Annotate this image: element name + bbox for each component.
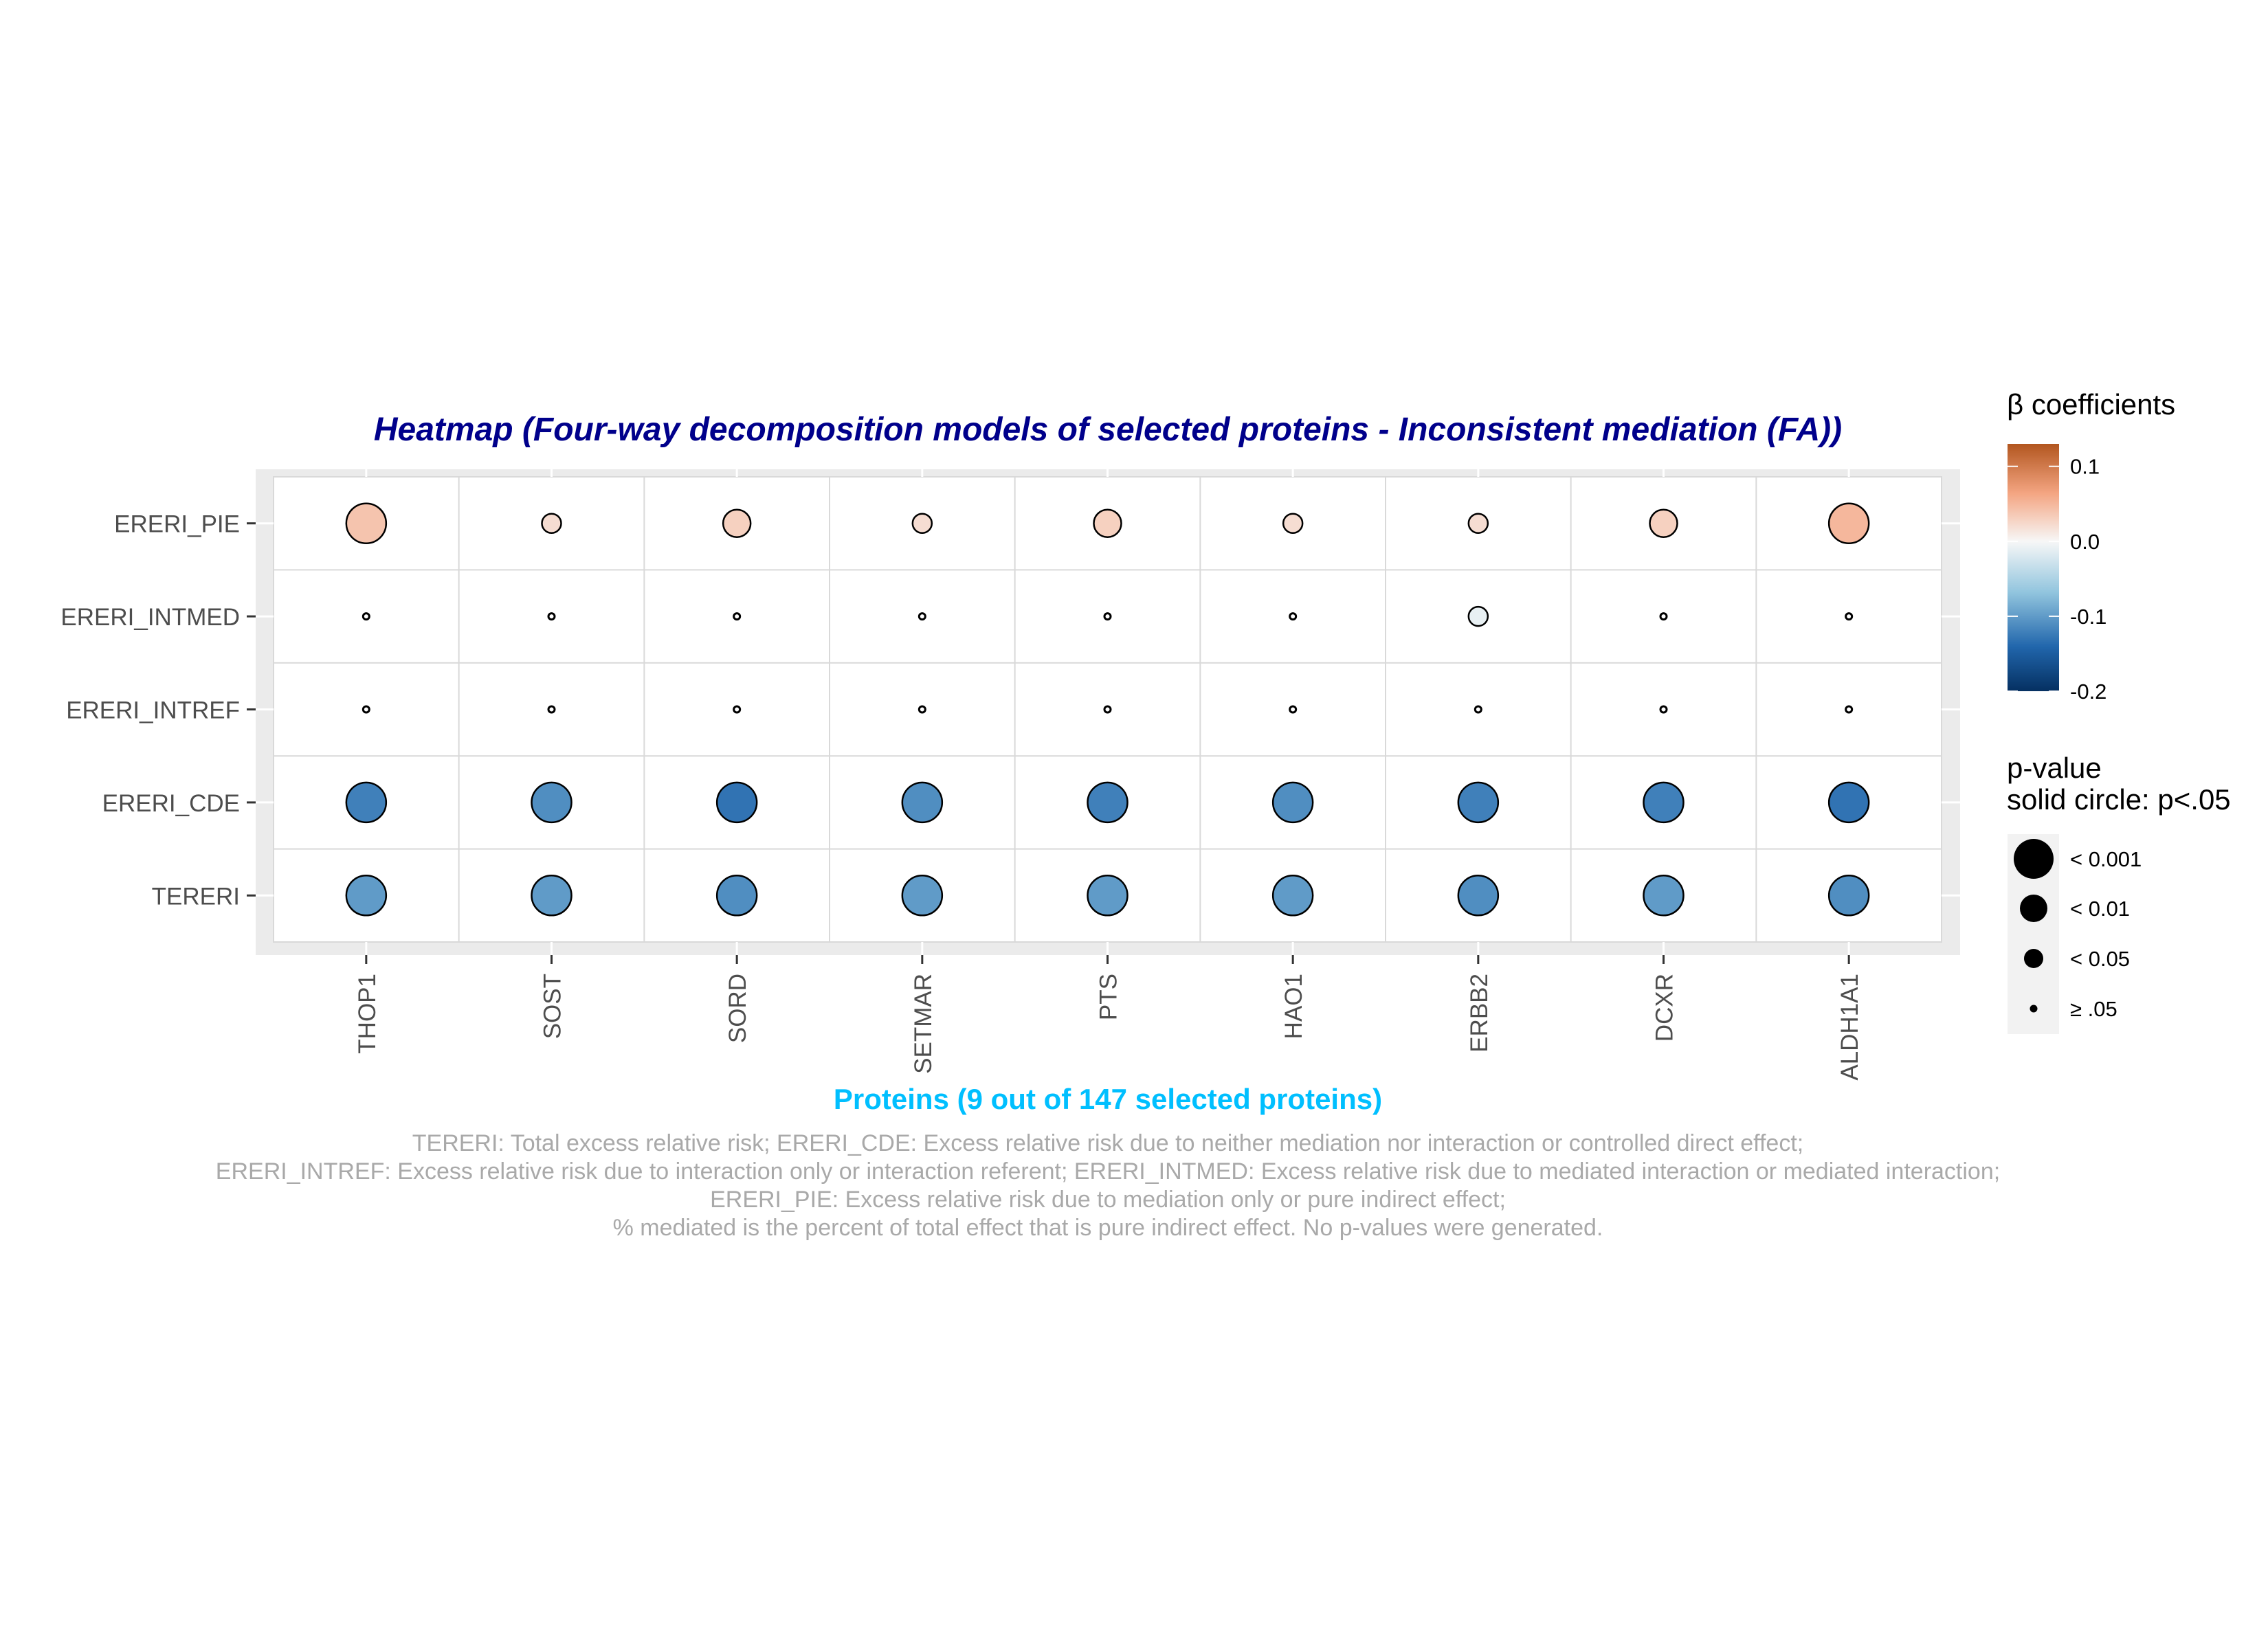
caption-line: TERERI: Total excess relative risk; ERER… (412, 1130, 1803, 1156)
data-point (918, 612, 926, 621)
size-legend-key (2030, 1005, 2038, 1013)
size-legend-key (2024, 949, 2043, 968)
data-point (1271, 781, 1314, 824)
y-tick-label: ERERI_INTMED (60, 604, 240, 631)
x-tick-label: ALDH1A1 (1836, 974, 1863, 1081)
data-point (1845, 612, 1854, 621)
data-point (1827, 502, 1870, 544)
data-point (918, 705, 926, 714)
data-point (1103, 705, 1112, 714)
chart-title: Heatmap (Four-way decomposition models o… (374, 412, 1842, 448)
color-legend-label: 0.0 (2070, 530, 2100, 554)
color-legend-label: -0.1 (2070, 605, 2106, 629)
data-point (1649, 508, 1678, 538)
data-point (1093, 508, 1122, 538)
data-point (1827, 875, 1870, 917)
data-point (547, 612, 556, 621)
caption-line: % mediated is the percent of total effec… (613, 1215, 1603, 1241)
caption-line: ERERI_INTREF: Excess relative risk due t… (216, 1158, 2000, 1185)
data-point (1103, 612, 1112, 621)
data-point (1289, 705, 1298, 714)
data-point (531, 875, 572, 917)
data-point (901, 781, 944, 824)
x-tick-label: ERBB2 (1466, 974, 1493, 1053)
data-point (1457, 781, 1500, 824)
y-axis: ERERI_PIE ERERI_INTMED ERERI_INTREF ERERI_C… (60, 511, 256, 910)
data-point (541, 513, 562, 534)
data-point (1087, 875, 1129, 917)
x-axis-label: Proteins (9 out of 147 selected proteins… (834, 1083, 1382, 1115)
data-point (715, 875, 758, 917)
size-legend-title-line: solid circle: p<.05 (2007, 783, 2231, 816)
data-point (1271, 875, 1314, 917)
data-point (733, 612, 742, 621)
size-legend-label: < 0.05 (2070, 947, 2130, 971)
caption: TERERI: Total excess relative risk; ERER… (216, 1130, 2000, 1241)
color-legend-title: β coefficients (2007, 388, 2175, 420)
data-point (1845, 705, 1854, 714)
data-point (715, 781, 758, 824)
x-axis: THOP1 SOST SORD SETMAR PTS HAO1 ERBB2 DCXR ALDH1… (354, 955, 1863, 1081)
size-legend-label: < 0.01 (2070, 897, 2130, 921)
data-point (547, 705, 556, 714)
data-point (345, 875, 388, 917)
x-tick-label: SETMAR (910, 974, 937, 1074)
data-point (1087, 781, 1129, 824)
x-tick-label: THOP1 (354, 974, 381, 1054)
size-legend-label: ≥ .05 (2070, 997, 2117, 1021)
size-legend-key (2020, 895, 2047, 922)
x-tick-label: SORD (724, 974, 751, 1043)
data-point (1643, 875, 1685, 917)
data-point (901, 875, 944, 917)
color-legend: β coefficients 0.1 0.0 -0.1 -0.2 (2007, 388, 2175, 704)
data-point (345, 502, 388, 544)
data-point (1474, 705, 1482, 714)
x-tick-label: DCXR (1652, 974, 1678, 1042)
size-legend-key (2014, 839, 2054, 879)
color-legend-bar (2008, 444, 2059, 691)
data-point (1467, 513, 1489, 534)
data-points (345, 502, 1870, 917)
size-legend-label: < 0.001 (2070, 847, 2142, 871)
size-legend-title-line: p-value (2007, 752, 2102, 784)
data-point (1282, 513, 1304, 534)
data-point (1457, 875, 1500, 917)
data-point (1289, 612, 1298, 621)
data-point (1659, 705, 1668, 714)
y-tick-label: ERERI_CDE (102, 790, 240, 817)
data-point (1467, 605, 1489, 627)
gridlines (256, 469, 1960, 955)
data-point (531, 781, 572, 824)
y-tick-label: ERERI_INTREF (66, 697, 240, 724)
color-legend-label: 0.1 (2070, 455, 2100, 479)
data-point (1659, 612, 1668, 621)
data-point (722, 508, 752, 538)
data-point (1827, 781, 1870, 824)
x-tick-label: HAO1 (1280, 974, 1307, 1039)
color-legend-label: -0.2 (2070, 680, 2106, 704)
x-tick-label: PTS (1096, 974, 1122, 1020)
caption-line: ERERI_PIE: Excess relative risk due to m… (710, 1187, 1506, 1213)
data-point (362, 612, 370, 621)
data-point (362, 705, 370, 714)
y-tick-label: TERERI (152, 883, 240, 910)
data-point (1643, 781, 1685, 824)
data-point (345, 781, 388, 824)
data-point (911, 513, 933, 534)
y-tick-label: ERERI_PIE (114, 511, 240, 538)
x-tick-label: SOST (540, 974, 566, 1039)
data-point (733, 705, 742, 714)
